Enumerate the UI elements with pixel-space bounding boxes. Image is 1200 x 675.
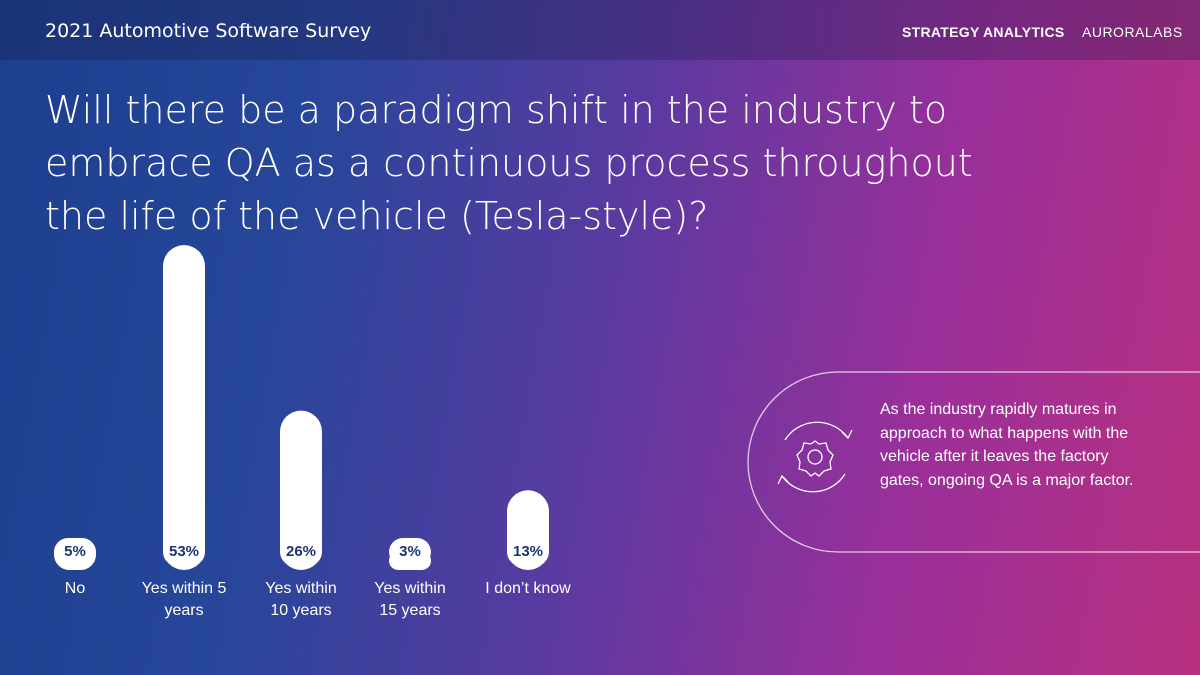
bar <box>163 245 205 571</box>
value-pill <box>280 538 322 566</box>
value-pill <box>507 538 549 566</box>
value-label: 5% <box>64 543 86 560</box>
value-label: 26% <box>286 543 316 560</box>
category-label: Yes within 10 years <box>265 580 337 619</box>
brand: STRATEGY ANALYTICS <box>902 24 1065 40</box>
header-bar <box>0 0 1200 60</box>
value-pill <box>389 538 431 566</box>
value-label: 53% <box>169 543 199 560</box>
value-label: 3% <box>399 543 421 560</box>
value-pill <box>163 538 205 566</box>
bar <box>280 410 322 570</box>
category-label: No <box>64 580 86 597</box>
chart-title: Will there be a paradigm shift in the in… <box>45 88 973 238</box>
callout-text: As the industry rapidly matures in appro… <box>880 401 1134 489</box>
callout-frame <box>747 371 1200 553</box>
gear-icon <box>777 421 853 493</box>
header-title: 2021 Automotive Software Survey <box>45 20 372 42</box>
value-pill <box>54 538 96 566</box>
logo: AURORALABS <box>1082 24 1183 40</box>
category-label: I don’t know <box>485 580 571 597</box>
category-label: Yes within 5 years <box>141 580 227 619</box>
category-label: Yes within 15 years <box>374 580 446 619</box>
value-label: 13% <box>513 543 543 560</box>
